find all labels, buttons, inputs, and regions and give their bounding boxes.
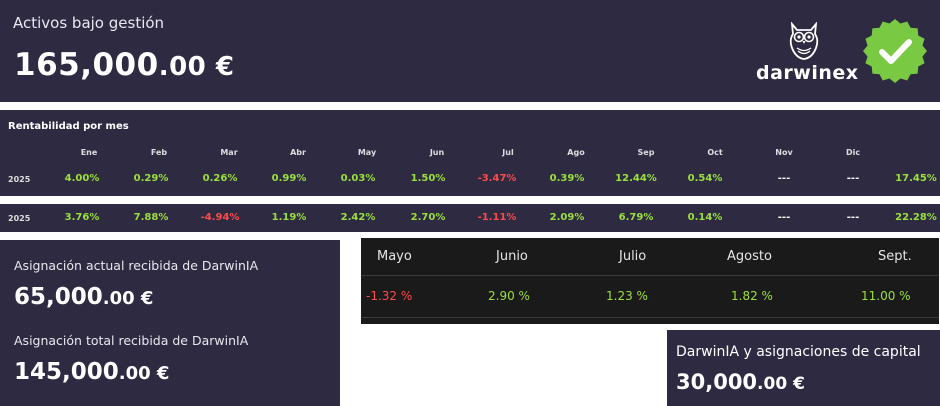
asignacion-total-label: Asignación total recibida de DarwinIA xyxy=(14,333,249,348)
table-divider xyxy=(361,317,939,318)
table-cell-julio: 1.23 % xyxy=(606,289,648,303)
asignacion-total-int: 145,000 xyxy=(14,359,119,385)
asignacion-actual-amount: 65,000.00 € xyxy=(14,284,153,310)
table-header-julio: Julio xyxy=(619,249,647,264)
brand-wordmark: darwinex xyxy=(756,62,859,84)
capital-label: DarwinIA y asignaciones de capital xyxy=(676,344,921,360)
month-header: Jul xyxy=(502,148,514,157)
return-cell: 0.39% xyxy=(549,173,585,184)
aum-amount: 165,000.00 € xyxy=(14,47,234,83)
rentabilidad-panel-2: 2025 3.76% 7.88% -4.94% 1.19% 2.42% 2.70% -1.1… xyxy=(0,204,940,232)
return-total-cell: 22.28% xyxy=(895,212,937,223)
return-cell: -1.11% xyxy=(477,212,517,223)
month-header: Sep xyxy=(637,148,655,157)
owl-icon xyxy=(789,22,819,60)
month-header: May xyxy=(357,148,377,157)
capital-amount-int: 30,000 xyxy=(676,370,758,394)
row-year: 2025 xyxy=(8,214,31,223)
return-cell: 7.88% xyxy=(133,212,169,223)
month-header: Feb xyxy=(150,148,168,157)
table-divider xyxy=(361,275,939,276)
return-cell: 3.76% xyxy=(64,212,100,223)
return-cell: 2.42% xyxy=(340,212,376,223)
return-cell: 0.03% xyxy=(340,173,376,184)
rentabilidad-panel: Rentabilidad por mes Ene Feb Mar Abr May Jun J… xyxy=(0,110,940,196)
return-cell: 1.19% xyxy=(271,212,307,223)
table-header-agosto: Agosto xyxy=(727,249,772,264)
month-header: Dic xyxy=(845,148,861,157)
asignacion-actual-int: 65,000 xyxy=(14,284,103,310)
asignacion-actual-label: Asignación actual recibida de DarwinIA xyxy=(14,258,259,273)
return-cell: 0.14% xyxy=(687,212,723,223)
asignacion-actual-dec: .00 € xyxy=(102,288,154,309)
asignacion-total-dec: .00 € xyxy=(118,363,170,384)
aum-panel: Activos bajo gestión 165,000.00 € darwin… xyxy=(0,0,940,102)
monthly-returns-table: Mayo Junio Julio Agosto Sept. -1.32 % 2.… xyxy=(361,238,939,324)
return-cell: 0.54% xyxy=(687,173,723,184)
return-cell: 6.79% xyxy=(618,212,654,223)
table-cell-sept: 11.00 % xyxy=(861,289,911,303)
return-cell: --- xyxy=(846,212,860,223)
return-cell: --- xyxy=(846,173,860,184)
month-header: Ago xyxy=(567,148,585,157)
month-header: Ene xyxy=(80,148,98,157)
return-cell: -4.94% xyxy=(200,212,240,223)
aum-amount-int: 165,000 xyxy=(14,47,159,83)
month-header: Oct xyxy=(707,148,723,157)
return-cell: 0.26% xyxy=(202,173,238,184)
return-cell: 0.29% xyxy=(133,173,169,184)
capital-amount: 30,000.00 € xyxy=(676,370,805,394)
month-header: Mar xyxy=(220,148,238,157)
rentabilidad-title: Rentabilidad por mes xyxy=(8,121,129,132)
capital-amount-dec: .00 € xyxy=(757,374,805,394)
return-cell: --- xyxy=(777,173,791,184)
return-total-cell: 17.45% xyxy=(895,173,937,184)
return-cell: 4.00% xyxy=(64,173,100,184)
table-header-mayo: Mayo xyxy=(377,249,412,264)
asignacion-panel: Asignación actual recibida de DarwinIA 6… xyxy=(0,240,340,406)
return-cell: 0.99% xyxy=(271,173,307,184)
aum-amount-dec: .00 € xyxy=(158,52,235,82)
capital-panel: DarwinIA y asignaciones de capital 30,00… xyxy=(667,330,940,406)
return-cell: 2.09% xyxy=(549,212,585,223)
asignacion-total-amount: 145,000.00 € xyxy=(14,359,169,385)
aum-label: Activos bajo gestión xyxy=(13,14,165,32)
table-header-sept: Sept. xyxy=(878,249,912,264)
darwinex-logo: darwinex xyxy=(756,22,859,86)
return-cell: 12.44% xyxy=(615,173,657,184)
row-year: 2025 xyxy=(8,175,31,184)
return-cell: -3.47% xyxy=(477,173,517,184)
return-cell: 2.70% xyxy=(410,212,446,223)
return-cell: 1.50% xyxy=(410,173,446,184)
table-header-junio: Junio xyxy=(496,249,528,264)
month-header: Abr xyxy=(290,148,306,157)
return-cell: --- xyxy=(777,212,791,223)
month-header: Jun xyxy=(429,148,445,157)
verified-check-badge-icon xyxy=(863,19,927,83)
table-cell-mayo: -1.32 % xyxy=(366,289,413,303)
month-header: Nov xyxy=(775,148,793,157)
table-cell-agosto: 1.82 % xyxy=(731,289,773,303)
table-cell-junio: 2.90 % xyxy=(488,289,530,303)
